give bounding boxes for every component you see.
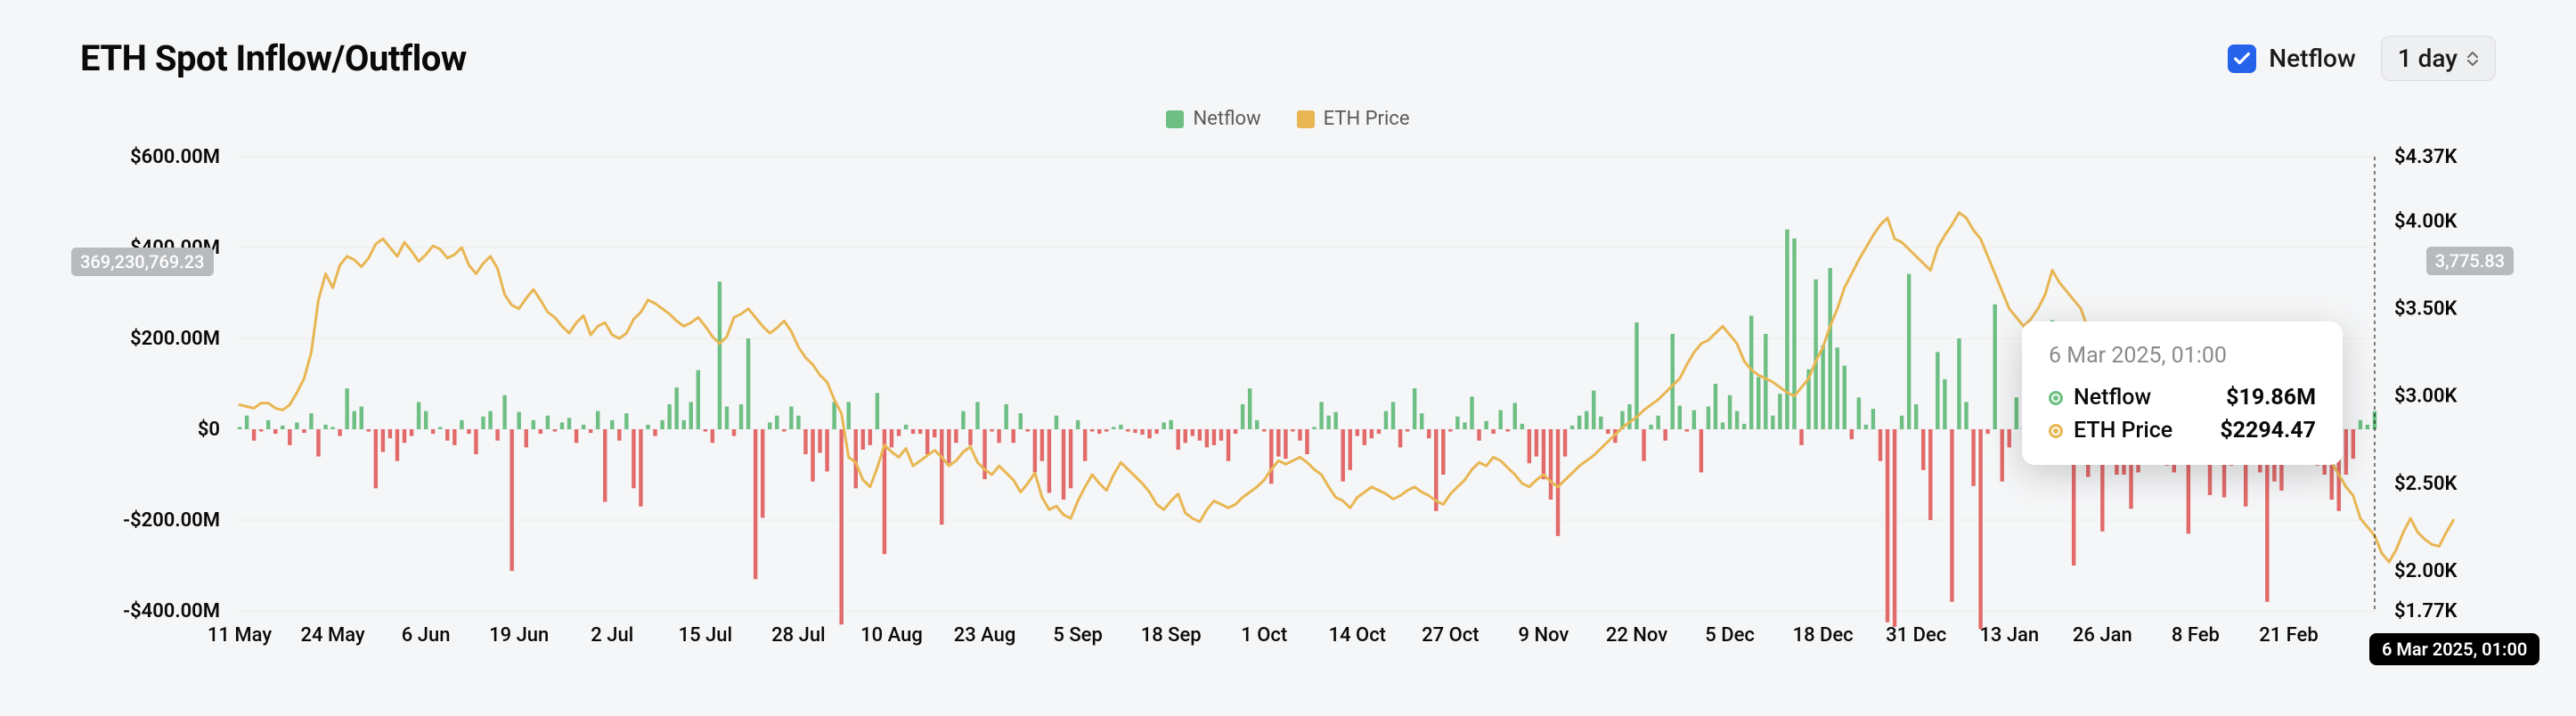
svg-text:$600.00M: $600.00M [130, 146, 220, 168]
svg-text:23 Aug: 23 Aug [954, 624, 1016, 647]
checkbox-label: Netflow [2269, 44, 2355, 73]
svg-text:$4.37K: $4.37K [2394, 146, 2458, 168]
svg-text:9 Nov: 9 Nov [1519, 624, 1569, 647]
svg-text:18 Dec: 18 Dec [1793, 624, 1854, 647]
tooltip-title: 6 Mar 2025, 01:00 [2049, 343, 2316, 369]
svg-text:15 Jul: 15 Jul [679, 624, 733, 647]
swatch-icon [1166, 110, 1184, 128]
legend-label: Netflow [1193, 108, 1260, 130]
svg-text:31 Dec: 31 Dec [1886, 624, 1946, 647]
svg-text:18 Sep: 18 Sep [1141, 624, 1202, 647]
svg-text:22 Nov: 22 Nov [1606, 624, 1667, 647]
svg-text:14 Oct: 14 Oct [1329, 624, 1386, 647]
y-right-cursor-badge: 3,775.83 [2426, 247, 2514, 275]
svg-text:6 Jun: 6 Jun [402, 624, 451, 647]
svg-text:8 Feb: 8 Feb [2172, 624, 2220, 647]
svg-text:$3.00K: $3.00K [2394, 386, 2458, 408]
svg-text:$1.77K: $1.77K [2394, 600, 2458, 622]
svg-text:28 Jul: 28 Jul [771, 624, 826, 647]
svg-text:-$200.00M: -$200.00M [123, 509, 220, 532]
legend-label: ETH Price [1324, 108, 1410, 130]
interval-dropdown[interactable]: 1 day [2381, 36, 2496, 81]
y-left-cursor-badge: 369,230,769.23 [71, 248, 214, 276]
svg-text:$200.00M: $200.00M [130, 328, 220, 350]
svg-text:13 Jan: 13 Jan [1979, 624, 2039, 647]
tooltip: 6 Mar 2025, 01:00 Netflow$19.86METH Pric… [2022, 321, 2343, 465]
svg-text:$2.00K: $2.00K [2394, 560, 2458, 582]
svg-text:26 Jan: 26 Jan [2073, 624, 2132, 647]
chart-area[interactable]: -$400.00M-$200.00M$0$200.00M$400.00M$600… [45, 139, 2531, 660]
svg-text:24 May: 24 May [300, 624, 364, 647]
chevron-up-down-icon [2466, 51, 2479, 67]
dropdown-label: 1 day [2398, 44, 2458, 73]
svg-text:$3.50K: $3.50K [2394, 298, 2458, 321]
legend: Netflow ETH Price [45, 108, 2531, 130]
svg-text:2 Jul: 2 Jul [591, 624, 633, 647]
svg-text:$2.50K: $2.50K [2394, 473, 2458, 495]
legend-item-eth-price[interactable]: ETH Price [1297, 108, 1410, 130]
swatch-icon [1297, 110, 1315, 128]
svg-text:21 Feb: 21 Feb [2259, 624, 2319, 647]
svg-text:10 Aug: 10 Aug [860, 624, 923, 647]
svg-text:11 May: 11 May [208, 624, 272, 647]
svg-text:5 Sep: 5 Sep [1053, 624, 1102, 647]
svg-text:$4.00K: $4.00K [2394, 211, 2458, 233]
svg-text:$0: $0 [198, 419, 220, 441]
svg-text:5 Dec: 5 Dec [1705, 624, 1755, 647]
netflow-toggle[interactable]: Netflow [2228, 44, 2355, 73]
legend-item-netflow[interactable]: Netflow [1166, 108, 1260, 130]
svg-text:-$400.00M: -$400.00M [123, 600, 220, 622]
page-title: ETH Spot Inflow/Outflow [80, 37, 467, 79]
svg-text:19 Jun: 19 Jun [489, 624, 549, 647]
svg-text:1 Oct: 1 Oct [1241, 624, 1287, 647]
checkbox-icon [2228, 45, 2256, 73]
svg-text:27 Oct: 27 Oct [1422, 624, 1479, 647]
x-cursor-label: 6 Mar 2025, 01:00 [2369, 633, 2539, 665]
